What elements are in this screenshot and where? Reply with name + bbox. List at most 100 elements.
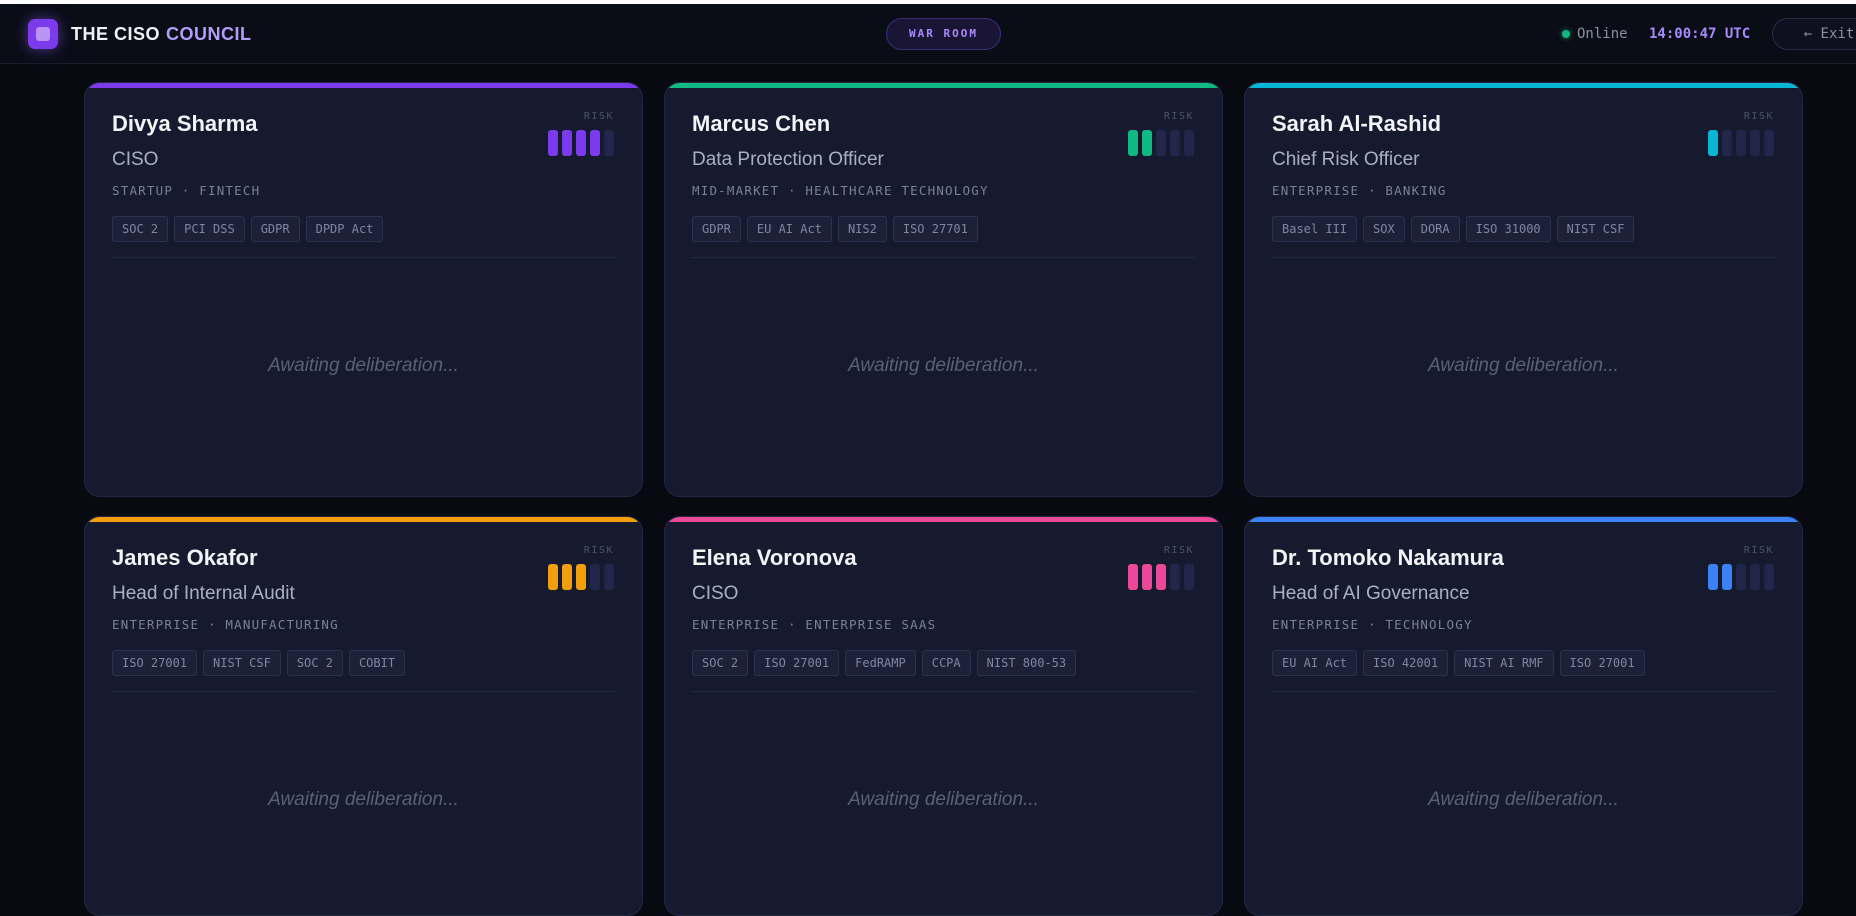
framework-tag: NIS2 — [837, 216, 887, 242]
risk-meter — [548, 130, 614, 156]
framework-tag: SOC 2 — [112, 216, 169, 242]
card-divider — [112, 691, 615, 692]
utc-clock: 14:00:47 UTC — [1649, 26, 1751, 42]
risk-meter — [1708, 564, 1774, 590]
member-name: Marcus Chen — [692, 111, 831, 136]
app-title: THE CISO COUNCIL — [71, 24, 252, 44]
risk-meter-segment — [562, 130, 572, 156]
risk-meter — [1128, 564, 1194, 590]
card-accent-bar — [85, 517, 642, 522]
framework-tag: GDPR — [692, 216, 741, 242]
framework-tag: GDPR — [250, 216, 300, 242]
framework-tag: ISO 27001 — [754, 650, 840, 676]
member-card[interactable]: James Okafor Head of Internal Audit ENTERP… — [84, 516, 643, 916]
app-title-primary: THE CISO — [71, 24, 161, 44]
member-name: James Okafor — [112, 545, 258, 570]
member-name: Sarah Al-Rashid — [1272, 111, 1442, 136]
risk-meter-segment — [1722, 130, 1732, 156]
member-card[interactable]: Elena Voronova CISO ENTERPRISE · ENTERPRIS… — [664, 516, 1223, 916]
risk-meter-segment — [1708, 130, 1718, 156]
risk-label: RISK — [1743, 545, 1774, 556]
card-accent-bar — [1245, 83, 1802, 88]
member-role: Data Protection Officer — [692, 149, 884, 170]
framework-tag: NIST CSF — [203, 650, 281, 676]
risk-meter-segment — [1736, 564, 1746, 590]
framework-tag: ISO 27001 — [112, 650, 198, 676]
risk-meter-segment — [1170, 564, 1180, 590]
war-room-badge[interactable]: WAR ROOM — [886, 18, 1001, 50]
member-name: Divya Sharma — [112, 111, 258, 136]
risk-meter-segment — [548, 130, 558, 156]
exit-button[interactable]: ← Exit — [1772, 18, 1856, 50]
deliberation-status: Awaiting deliberation... — [268, 789, 459, 810]
framework-tag: ISO 31000 — [1465, 216, 1551, 242]
member-role: CISO — [692, 583, 739, 604]
framework-tags: ISO 27001 NIST CSF SOC 2 COBIT — [112, 650, 406, 676]
app-title-accent: COUNCIL — [166, 24, 252, 44]
app-header: THE CISO COUNCIL WAR ROOM Online 14:00:47… — [0, 4, 1856, 64]
risk-meter-segment — [1142, 564, 1152, 590]
member-card[interactable]: Dr. Tomoko Nakamura Head of AI Governance… — [1244, 516, 1803, 916]
card-divider — [112, 257, 615, 258]
member-org-meta: STARTUP · FINTECH — [112, 183, 261, 198]
risk-meter-segment — [1736, 130, 1746, 156]
framework-tag: NIST AI RMF — [1454, 650, 1554, 676]
risk-meter-segment — [1142, 130, 1152, 156]
deliberation-status: Awaiting deliberation... — [268, 355, 459, 376]
risk-meter-segment — [1170, 130, 1180, 156]
card-accent-bar — [665, 517, 1222, 522]
risk-meter-segment — [1128, 564, 1138, 590]
framework-tags: EU AI Act ISO 42001 NIST AI RMF ISO 27001 — [1272, 650, 1645, 676]
framework-tags: SOC 2 PCI DSS GDPR DPDP Act — [112, 216, 384, 242]
framework-tag: FedRAMP — [845, 650, 916, 676]
risk-meter-segment — [1184, 564, 1194, 590]
framework-tags: SOC 2 ISO 27001 FedRAMP CCPA NIST 800-53 — [692, 650, 1077, 676]
deliberation-status: Awaiting deliberation... — [1428, 789, 1619, 810]
framework-tag: SOC 2 — [692, 650, 749, 676]
risk-meter-segment — [604, 130, 614, 156]
member-card[interactable]: Divya Sharma CISO STARTUP · FINTECH SOC 2 PC… — [84, 82, 643, 497]
member-card[interactable]: Sarah Al-Rashid Chief Risk Officer ENTERPR… — [1244, 82, 1803, 497]
member-role: Head of Internal Audit — [112, 583, 295, 604]
risk-meter-segment — [548, 564, 558, 590]
risk-meter-segment — [1750, 130, 1760, 156]
online-status-icon — [1562, 30, 1570, 38]
risk-meter-segment — [1156, 130, 1166, 156]
framework-tag: NIST CSF — [1556, 216, 1635, 242]
member-card[interactable]: Marcus Chen Data Protection Officer MID-MA… — [664, 82, 1223, 497]
online-status-text: Online — [1577, 26, 1628, 42]
risk-meter-segment — [562, 564, 572, 590]
framework-tag: DPDP Act — [305, 216, 384, 242]
risk-meter — [1708, 130, 1774, 156]
risk-label: RISK — [1163, 545, 1194, 556]
member-org-meta: ENTERPRISE · ENTERPRISE SAAS — [692, 617, 937, 632]
framework-tag: PCI DSS — [174, 216, 245, 242]
council-logo-icon[interactable] — [28, 19, 58, 49]
framework-tag: DORA — [1410, 216, 1460, 242]
member-org-meta: ENTERPRISE · MANUFACTURING — [112, 617, 339, 632]
framework-tags: GDPR EU AI Act NIS2 ISO 27701 — [692, 216, 978, 242]
risk-meter-segment — [1764, 564, 1774, 590]
card-divider — [692, 691, 1195, 692]
risk-meter — [548, 564, 614, 590]
risk-meter-segment — [1708, 564, 1718, 590]
risk-meter-segment — [1750, 564, 1760, 590]
framework-tag: SOC 2 — [286, 650, 343, 676]
member-name: Elena Voronova — [692, 545, 857, 570]
risk-label: RISK — [583, 545, 614, 556]
framework-tag: COBIT — [348, 650, 406, 676]
member-org-meta: ENTERPRISE · TECHNOLOGY — [1272, 617, 1473, 632]
card-accent-bar — [665, 83, 1222, 88]
member-role: Head of AI Governance — [1272, 583, 1470, 604]
framework-tag: ISO 42001 — [1363, 650, 1449, 676]
framework-tags: Basel III SOX DORA ISO 31000 NIST CSF — [1272, 216, 1635, 242]
member-org-meta: ENTERPRISE · BANKING — [1272, 183, 1447, 198]
framework-tag: ISO 27001 — [1559, 650, 1645, 676]
framework-tag: EU AI Act — [746, 216, 832, 242]
card-accent-bar — [85, 83, 642, 88]
risk-meter-segment — [1722, 564, 1732, 590]
risk-meter-segment — [1128, 130, 1138, 156]
card-divider — [1272, 691, 1775, 692]
framework-tag: SOX — [1363, 216, 1405, 242]
card-divider — [692, 257, 1195, 258]
